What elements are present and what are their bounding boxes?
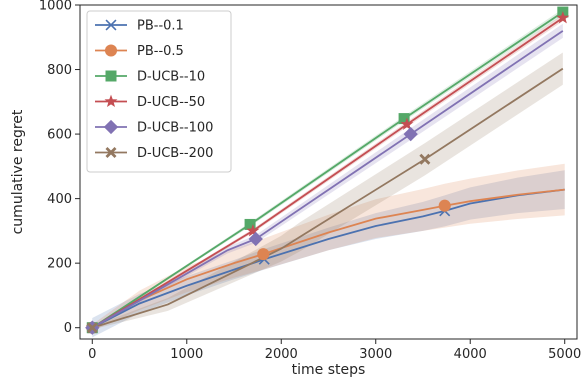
legend-label-pb-0-1: PB--0.1 xyxy=(137,19,184,34)
point-d-ucb-200 xyxy=(419,153,431,165)
point-d-ucb-50 xyxy=(556,11,570,24)
x-tick-label: 4000 xyxy=(454,347,487,362)
point-d-ucb-10 xyxy=(398,113,410,125)
legend-marker-d-ucb-10 xyxy=(105,70,117,82)
legend-label-d-ucb-50: D-UCB--50 xyxy=(137,95,205,110)
point-d-ucb-100 xyxy=(403,126,418,142)
legend-label-d-ucb-200: D-UCB--200 xyxy=(137,146,213,161)
x-axis-label: time steps xyxy=(292,362,366,378)
y-tick-label: 600 xyxy=(47,128,72,143)
y-tick-label: 1000 xyxy=(39,0,72,14)
line-d-ucb-200 xyxy=(92,67,564,329)
legend-marker-d-ucb-200 xyxy=(105,147,117,158)
legend: PB--0.1 PB--0.5 D-UCB--10 D-UCB--50 D-UCB--1… xyxy=(86,10,232,173)
y-tick-label: 800 xyxy=(47,63,72,78)
y-axis-ticks: 0 200 400 600 800 1000 xyxy=(39,0,80,336)
y-tick-label: 400 xyxy=(47,192,72,207)
point-d-ucb-200 xyxy=(86,322,98,334)
y-tick-label: 200 xyxy=(47,257,72,272)
series-markers xyxy=(85,6,570,335)
x-axis-ticks: 0 1000 2000 3000 4000 5000 xyxy=(88,339,581,362)
point-d-ucb-50 xyxy=(400,117,414,130)
line-pb-0-5 xyxy=(91,188,565,329)
legend-marker-d-ucb-50 xyxy=(104,94,118,108)
point-d-ucb-100 xyxy=(248,231,263,247)
line-d-ucb-50 xyxy=(91,17,564,329)
band-d-ucb-10 xyxy=(92,8,563,329)
y-tick-label: 0 xyxy=(64,321,72,336)
x-tick-label: 5000 xyxy=(548,347,581,362)
point-pb-0-5 xyxy=(257,248,270,261)
y-axis-label: cumulative regret xyxy=(10,109,26,234)
x-tick-label: 2000 xyxy=(265,347,298,362)
legend-marker-d-ucb-100 xyxy=(103,119,119,135)
legend-marker-pb-0-1 xyxy=(105,19,117,31)
x-tick-label: 3000 xyxy=(359,347,392,362)
legend-label-d-ucb-10: D-UCB--10 xyxy=(137,70,205,85)
legend-label-d-ucb-100: D-UCB--100 xyxy=(137,121,213,136)
x-tick-label: 1000 xyxy=(170,347,203,362)
line-d-ucb-10 xyxy=(91,11,564,329)
point-d-ucb-10 xyxy=(244,218,256,230)
point-d-ucb-50 xyxy=(246,224,260,237)
point-pb-0-5 xyxy=(438,199,451,212)
plot-frame xyxy=(79,4,578,340)
legend-marker-pb-0-5 xyxy=(104,44,118,57)
legend-label-pb-0-5: PB--0.5 xyxy=(137,44,184,59)
x-tick-label: 0 xyxy=(88,347,96,362)
line-pb-0-1 xyxy=(91,188,565,329)
